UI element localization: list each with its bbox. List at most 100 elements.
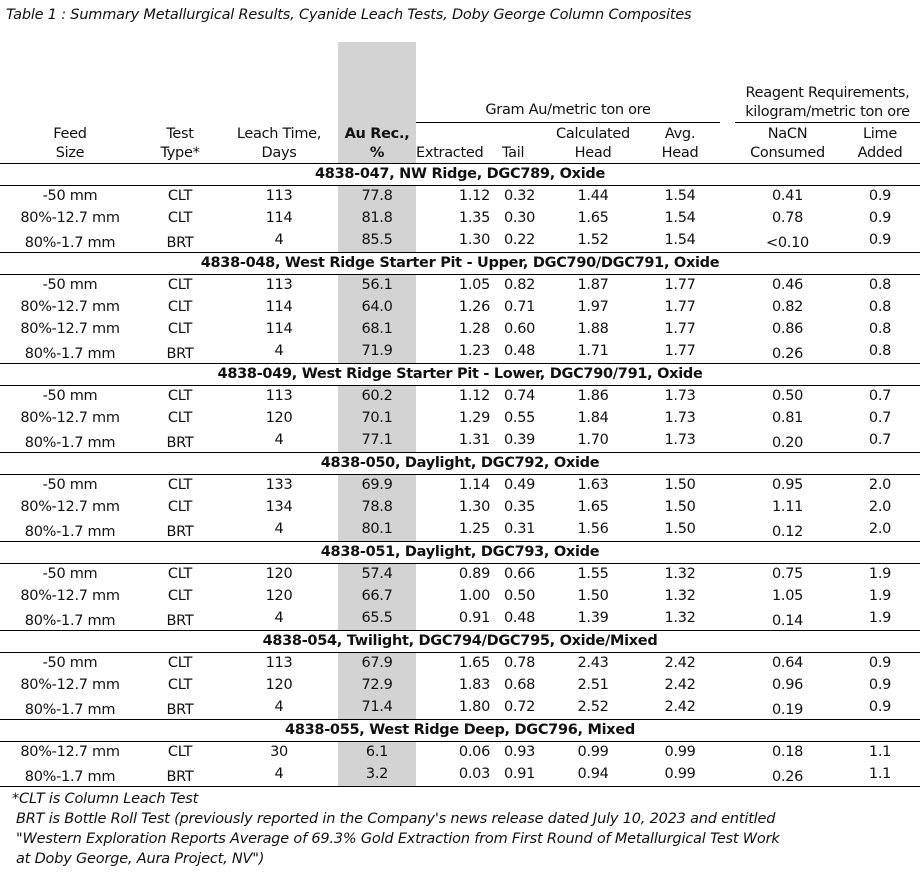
cell-feed-size: 80%-12.7 mm: [0, 208, 140, 230]
cell-avg-head: 2.42: [640, 697, 720, 720]
cell-test-type: CLT: [140, 474, 220, 497]
cell-value: 0.49: [504, 477, 536, 493]
metallurgical-results-table: Gram Au/metric ton ore Reagent Requireme…: [0, 42, 921, 787]
cell-value: 0.26: [771, 346, 804, 362]
group-header-row: 4838-054, Twilight, DGC794/DGC795, Oxide…: [0, 629, 921, 653]
cell-feed-size: -50 mm: [0, 652, 140, 675]
cell-lime: 2.0: [840, 519, 920, 542]
cell-value: 0.8: [868, 277, 892, 293]
cell-calc-head: 1.44: [546, 185, 640, 208]
cell-value: 1.55: [577, 566, 609, 582]
cell-test-type: CLT: [140, 297, 220, 319]
cell-leach-time: 4: [220, 763, 338, 787]
cell-leach-time: 4: [220, 697, 338, 720]
cell-calc-head: 1.87: [546, 274, 640, 297]
cell-calc-head: 1.63: [546, 474, 640, 497]
cell-avg-head: 0.99: [640, 763, 720, 787]
cell-au-rec: 60.2: [338, 385, 416, 408]
cell-extracted: 1.12: [416, 185, 502, 208]
cell-value: 3.2: [365, 766, 389, 782]
cell-value: 1.54: [664, 210, 696, 226]
spacer: [720, 608, 735, 631]
spacer: [720, 274, 735, 297]
table-row: 80%-12.7 mm CLT 120 66.7 1.00 0.50 1.50 1.32 1.0…: [0, 585, 920, 608]
cell-nacn: 1.05: [735, 586, 840, 608]
cell-value: 2.0: [868, 499, 892, 515]
cell-test-type: BRT: [140, 341, 220, 364]
cell-value: -50 mm: [42, 477, 98, 493]
cell-value: 1.70: [577, 432, 609, 448]
cell-test-type: BRT: [140, 230, 220, 253]
gram-au-group-header: Gram Au/metric ton ore: [416, 42, 720, 123]
cell-au-rec: 85.5: [338, 229, 416, 252]
cell-nacn: 0.14: [735, 608, 840, 631]
cell-tail: 0.50: [502, 586, 546, 608]
cell-leach-time: 133: [220, 474, 338, 497]
cell-au-rec: 77.1: [338, 429, 416, 452]
cell-calc-head: 1.65: [546, 497, 640, 519]
cell-value: 77.1: [361, 432, 393, 448]
cell-tail: 0.60: [502, 319, 546, 341]
cell-value: 57.4: [361, 566, 393, 582]
cell-leach-time: 120: [220, 586, 338, 608]
col-lime: Lime Added: [840, 122, 921, 164]
cell-value: BRT: [166, 702, 194, 718]
cell-tail: 0.30: [502, 208, 546, 230]
cell-extracted: 1.26: [416, 297, 502, 319]
cell-value: 1.77: [664, 343, 696, 359]
cell-extracted: 1.23: [416, 341, 502, 364]
cell-value: BRT: [166, 235, 194, 251]
cell-tail: 0.71: [502, 297, 546, 319]
cell-value: 1.50: [664, 477, 696, 493]
cell-lime: 0.9: [840, 675, 920, 697]
cell-nacn: 0.50: [735, 385, 840, 408]
cell-value: 1.77: [664, 299, 696, 315]
cell-value: CLT: [167, 677, 193, 693]
group-title: 4838-047, NW Ridge, DGC789, Oxide: [0, 162, 921, 186]
cell-value: 133: [265, 477, 293, 493]
cell-nacn: 0.78: [735, 208, 840, 230]
cell-avg-head: 1.54: [640, 230, 720, 253]
cell-test-type: BRT: [140, 608, 220, 631]
cell-value: 0.75: [771, 566, 804, 582]
cell-value: 2.42: [664, 655, 696, 671]
cell-calc-head: 2.52: [546, 697, 640, 720]
cell-value: 120: [265, 588, 293, 604]
cell-test-type: BRT: [140, 763, 220, 787]
cell-value: 1.77: [664, 321, 696, 337]
cell-extracted: 1.29: [416, 408, 502, 430]
cell-value: 71.4: [361, 699, 393, 715]
cell-lime: 0.7: [840, 385, 920, 408]
cell-extracted: 1.83: [416, 675, 502, 697]
cell-nacn: 0.12: [735, 519, 840, 542]
spacer: [720, 586, 735, 608]
table-row: -50 mm CLT 113 56.1 1.05 0.82 1.87 1.77 0.46 0.8: [0, 274, 920, 297]
cell-value: 0.48: [504, 343, 536, 359]
cell-lime: 2.0: [840, 497, 920, 519]
cell-au-rec: 6.1: [338, 741, 416, 764]
col-au-rec: Au Rec.,%: [338, 122, 416, 164]
cell-feed-size: 80%-12.7 mm: [0, 408, 140, 430]
cell-value: CLT: [167, 744, 193, 760]
cell-value: 4: [274, 343, 284, 359]
cell-test-type: BRT: [140, 697, 220, 720]
cell-value: 0.66: [504, 566, 536, 582]
cell-tail: 0.22: [502, 230, 546, 253]
group-header-row: 4838-051, Daylight, DGC793, Oxide: [0, 540, 921, 564]
cell-calc-head: 2.43: [546, 652, 640, 675]
cell-value: 80%-1.7 mm: [24, 769, 116, 785]
cell-extracted: 1.35: [416, 208, 502, 230]
cell-value: 0.50: [504, 588, 536, 604]
cell-value: 71.9: [361, 343, 393, 359]
cell-leach-time: 113: [220, 185, 338, 208]
cell-value: 114: [265, 321, 293, 337]
cell-calc-head: 1.97: [546, 297, 640, 319]
cell-value: 77.8: [361, 188, 393, 204]
cell-value: 2.42: [664, 699, 696, 715]
cell-extracted: 0.06: [416, 741, 502, 764]
col-feed-size: Feed Size: [0, 122, 140, 164]
footnote-line: *CLT is Column Leach Test: [12, 790, 199, 807]
cell-calc-head: 1.84: [546, 408, 640, 430]
cell-calc-head: 1.50: [546, 586, 640, 608]
cell-test-type: CLT: [140, 497, 220, 519]
